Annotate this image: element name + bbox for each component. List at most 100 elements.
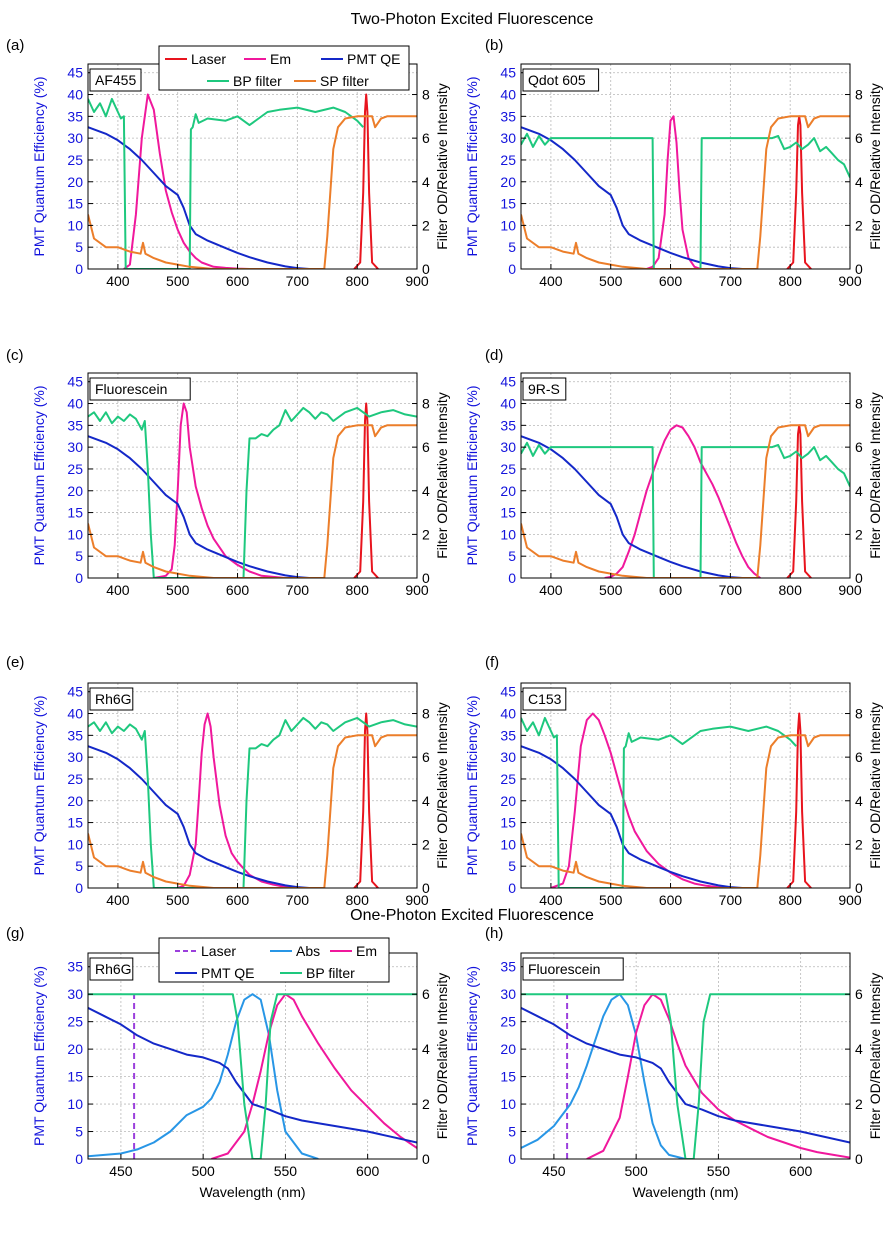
panel-e: 400 500 600 700 800 9000510152025303540450246…: [6, 654, 450, 908]
series-bp-line: [88, 993, 417, 1159]
y-tick-label: 15: [67, 1069, 83, 1085]
legend-entry: Laser: [201, 943, 236, 959]
y-tick-label: 20: [500, 793, 516, 809]
y-tick-label: 15: [67, 815, 83, 831]
x-tick-label: 800: [346, 582, 370, 598]
sample-label-box: [522, 957, 624, 981]
y-tick-label: 30: [67, 130, 83, 146]
y-tick-label: 30: [67, 749, 83, 765]
y-tick-label: 20: [67, 174, 83, 190]
y2-tick-label: 4: [855, 174, 863, 190]
y2-tick-label: 2: [422, 526, 430, 542]
series-bp-line: [521, 993, 850, 1159]
x-tick-label: 500: [166, 582, 190, 598]
y2-tick-label: 4: [422, 483, 430, 499]
grid: [88, 683, 417, 888]
sample-label-box: [89, 687, 134, 711]
legend-entry: BP filter: [233, 73, 282, 89]
panel-letter: (h): [485, 925, 503, 942]
x-tick-label: 600: [226, 273, 250, 289]
x-tick-label: 900: [838, 273, 862, 289]
y2-tick-label: 6: [422, 439, 430, 455]
grid: [521, 683, 850, 888]
plot-frame: [87, 952, 418, 1160]
grid: [88, 953, 417, 1159]
right-axis-label: Filter OD/Relative Intensity: [867, 392, 883, 559]
y-tick-label: 20: [67, 483, 83, 499]
right-axis-label: Filter OD/Relative Intensity: [867, 702, 883, 869]
series-laser-line: [353, 712, 379, 888]
x-tick-label: 400: [539, 892, 563, 908]
y2-tick-label: 8: [422, 87, 430, 103]
y-tick-label: 15: [67, 196, 83, 212]
y-tick-label: 35: [500, 959, 516, 975]
x-tick-label: 700: [286, 892, 310, 908]
y-tick-label: 45: [500, 374, 516, 390]
x-tick-label: 500: [599, 273, 623, 289]
y-tick-label: 5: [508, 239, 516, 255]
y-tick-label: 10: [67, 836, 83, 852]
legend: Laser Em PMT QE BP filter SP filter: [158, 45, 410, 91]
plot-frame: [520, 952, 851, 1160]
series-sp-line: [521, 424, 850, 578]
y-tick-label: 25: [67, 152, 83, 168]
series-group: [521, 424, 850, 578]
y2-tick-label: 0: [855, 1151, 863, 1167]
y-tick-label: 30: [67, 986, 83, 1002]
y-tick-label: 10: [500, 1096, 516, 1112]
series-em-line: [153, 402, 286, 578]
panel-b: 400 500 600 700 800 9000510152025303540450246…: [464, 37, 883, 289]
grid: [521, 953, 850, 1159]
x-tick-label: 600: [356, 1163, 380, 1179]
left-axis-label: PMT Quantum Efficiency (%): [464, 696, 480, 876]
x-tick-label: 550: [274, 1163, 298, 1179]
sample-label-text: AF455: [95, 72, 136, 88]
grid: [521, 373, 850, 578]
x-tick-label: 900: [405, 582, 429, 598]
y-tick-label: 5: [508, 858, 516, 874]
x-tick-label: 550: [707, 1163, 731, 1179]
y2-tick-label: 8: [855, 87, 863, 103]
y-tick-label: 25: [500, 152, 516, 168]
x-tick-label: 600: [659, 892, 683, 908]
y2-tick-label: 2: [422, 1096, 430, 1112]
sample-label-box: [89, 68, 142, 92]
sample-label: Qdot 605: [522, 68, 600, 92]
y2-tick-label: 4: [855, 1041, 863, 1057]
y2-tick-label: 4: [422, 174, 430, 190]
x-tick-label: 600: [659, 273, 683, 289]
y2-tick-label: 6: [422, 130, 430, 146]
sample-label: Rh6G: [89, 687, 134, 711]
y2-tick-label: 2: [855, 1096, 863, 1112]
series-em-line: [177, 712, 298, 888]
panel-letter: (g): [6, 925, 24, 942]
series-pmt-line: [88, 745, 310, 888]
x-tick-label: 800: [346, 273, 370, 289]
y-tick-label: 45: [500, 684, 516, 700]
y2-tick-label: 4: [422, 793, 430, 809]
series-group: [88, 993, 417, 1159]
legend-entry: Em: [270, 51, 291, 67]
y-tick-label: 15: [500, 1069, 516, 1085]
y-tick-label: 25: [500, 461, 516, 477]
plot-frame: [520, 682, 851, 889]
sample-label-box: [522, 687, 567, 711]
y-tick-label: 35: [67, 108, 83, 124]
x-tick-label: 900: [405, 892, 429, 908]
grid: [88, 373, 417, 578]
x-tick-label: 800: [346, 892, 370, 908]
series-group: [88, 712, 417, 888]
legend-entry: Abs: [296, 943, 320, 959]
x-tick-label: 700: [286, 273, 310, 289]
y-tick-label: 30: [500, 986, 516, 1002]
series-em-line: [586, 993, 850, 1159]
y-tick-label: 10: [67, 1096, 83, 1112]
y2-tick-label: 0: [855, 570, 863, 586]
plot-frame: [520, 63, 851, 270]
section-title-one-photon: One-Photon Excited Fluorescence: [350, 907, 594, 924]
y-tick-label: 20: [500, 174, 516, 190]
y-tick-label: 20: [67, 793, 83, 809]
y-tick-label: 0: [508, 880, 516, 896]
right-axis-label: Filter OD/Relative Intensity: [867, 973, 883, 1140]
panel-letter: (a): [6, 37, 24, 54]
